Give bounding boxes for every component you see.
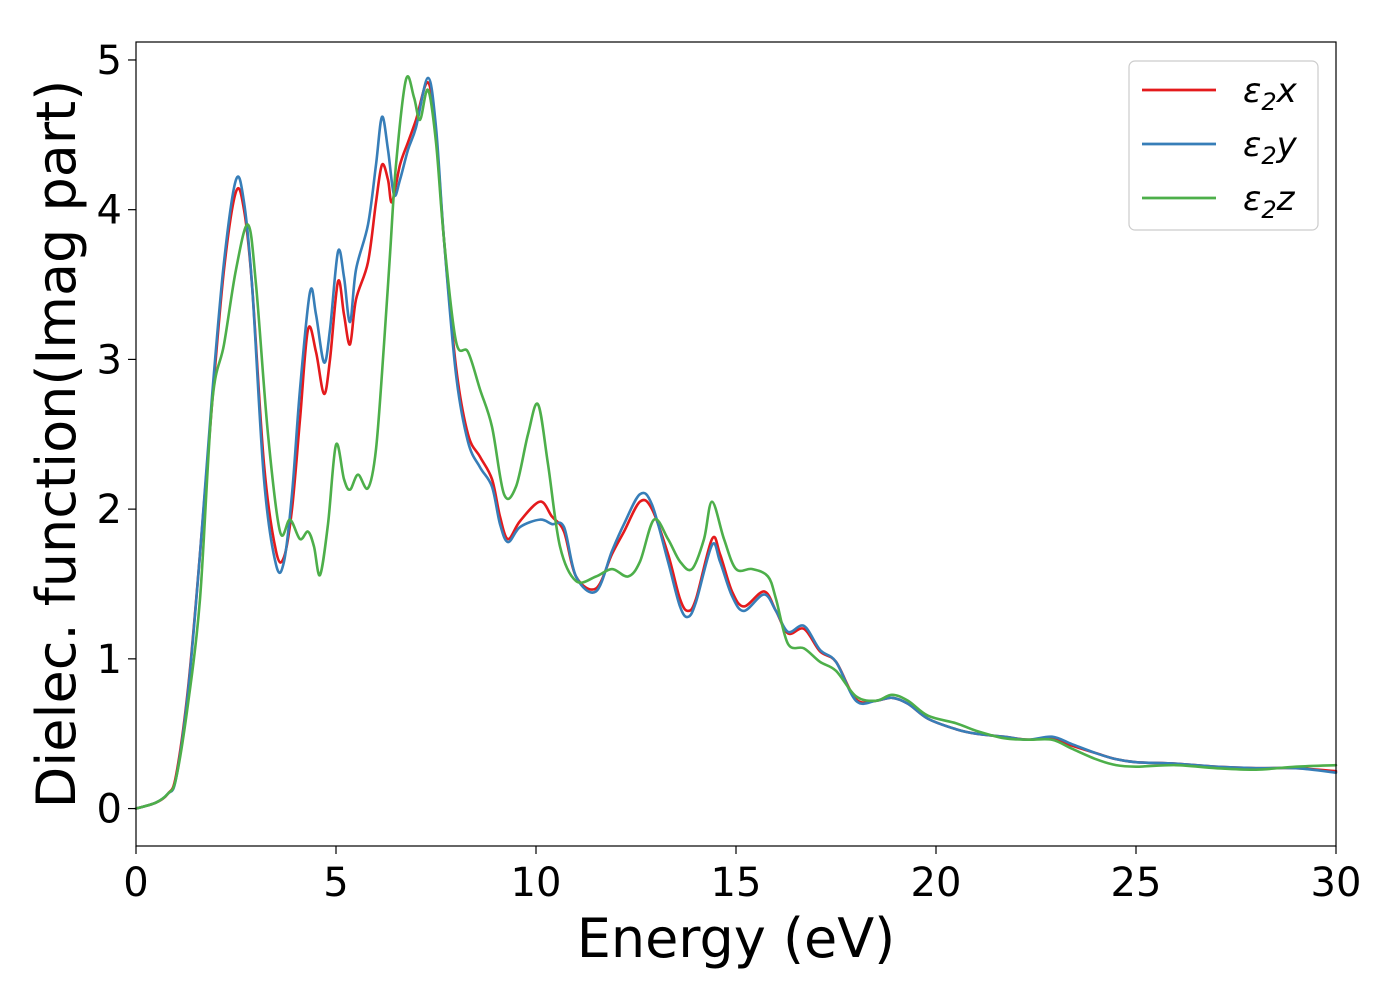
y-axis-ticks: 0 1 2 3 4 5 — [97, 38, 136, 833]
legend-label-z: ε2z — [1243, 179, 1296, 224]
y-tick-label: 2 — [97, 487, 122, 533]
y-tick-label: 0 — [97, 787, 122, 833]
legend: ε2x ε2y ε2z — [1128, 60, 1319, 231]
legend-label-x: ε2x — [1243, 71, 1298, 116]
legend-box — [1128, 60, 1319, 231]
x-tick-label: 10 — [511, 860, 562, 906]
x-axis-title: Energy (eV) — [577, 907, 896, 970]
series-line-z — [134, 75, 1338, 810]
x-tick-label: 25 — [1111, 860, 1162, 906]
series-line-y — [134, 76, 1338, 810]
y-axis-title: Dielec. function(Imag part) — [25, 80, 88, 809]
x-axis-ticks: 0 5 10 15 20 25 30 — [123, 846, 1361, 906]
x-tick-label: 30 — [1311, 860, 1362, 906]
x-tick-label: 15 — [711, 860, 762, 906]
y-tick-label: 3 — [97, 337, 122, 383]
x-tick-label: 5 — [323, 860, 348, 906]
y-tick-label: 5 — [97, 38, 122, 84]
y-tick-label: 1 — [97, 637, 122, 683]
y-tick-label: 4 — [97, 188, 122, 234]
series-layer — [134, 75, 1338, 810]
legend-label-y: ε2y — [1243, 125, 1298, 170]
x-tick-label: 20 — [911, 860, 962, 906]
x-tick-label: 0 — [123, 860, 148, 906]
